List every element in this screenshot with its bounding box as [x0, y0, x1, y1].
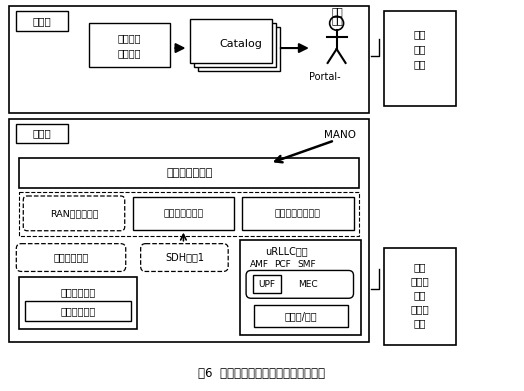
Bar — [384, 11, 456, 106]
Text: MEC: MEC — [298, 280, 318, 289]
Bar — [9, 118, 369, 342]
Text: 用户: 用户 — [332, 15, 343, 25]
FancyBboxPatch shape — [23, 196, 125, 231]
Text: 跨域切片管理器: 跨域切片管理器 — [166, 168, 213, 178]
Bar — [199, 27, 280, 71]
Bar — [242, 197, 354, 230]
Bar — [254, 305, 347, 327]
Text: 切片: 切片 — [414, 29, 427, 39]
Text: 配电主/子站: 配电主/子站 — [285, 311, 317, 321]
Text: 设计态: 设计态 — [33, 16, 51, 26]
Text: 模板设计: 模板设计 — [118, 48, 141, 58]
Bar — [240, 240, 362, 335]
Text: 切片: 切片 — [414, 262, 427, 273]
Text: RAN切片管理器: RAN切片管理器 — [50, 209, 99, 218]
Bar — [384, 248, 456, 345]
Text: 编排、: 编排、 — [411, 276, 430, 286]
Bar — [16, 124, 68, 143]
Bar — [253, 275, 281, 293]
Text: 电力通信终端: 电力通信终端 — [60, 287, 95, 297]
Text: 图6  智能电网精准符合控制实现示意图: 图6 智能电网精准符合控制实现示意图 — [199, 367, 325, 380]
Text: 和选择: 和选择 — [411, 304, 430, 314]
Text: 接入: 接入 — [414, 290, 427, 300]
Text: 行业: 行业 — [332, 6, 343, 16]
FancyBboxPatch shape — [246, 271, 354, 298]
Bar — [19, 158, 359, 188]
Bar — [25, 301, 130, 321]
Text: Catalog: Catalog — [220, 39, 263, 49]
Bar — [19, 192, 359, 236]
Text: PCF: PCF — [275, 260, 291, 269]
Text: 架构: 架构 — [414, 59, 427, 69]
Text: UPF: UPF — [258, 280, 276, 289]
Bar — [133, 197, 234, 230]
Bar — [190, 19, 272, 63]
Text: Portal-: Portal- — [309, 72, 341, 82]
Text: 管理: 管理 — [414, 44, 427, 54]
Text: 核心网切片管理器: 核心网切片管理器 — [275, 209, 321, 218]
FancyBboxPatch shape — [140, 244, 228, 271]
Text: 运行态: 运行态 — [33, 129, 51, 138]
Text: MANO: MANO — [324, 131, 356, 140]
Bar — [9, 6, 369, 113]
Bar — [89, 23, 170, 67]
Text: AMF: AMF — [249, 260, 268, 269]
Text: 传输切片管理器: 传输切片管理器 — [163, 209, 203, 218]
Text: SMF: SMF — [298, 260, 316, 269]
Bar — [194, 23, 276, 67]
Text: 切片业务: 切片业务 — [118, 33, 141, 43]
Bar — [19, 277, 137, 329]
FancyBboxPatch shape — [16, 244, 126, 271]
Text: uRLLC切片: uRLLC切片 — [265, 247, 308, 256]
Text: 精准负荷控制: 精准负荷控制 — [60, 306, 95, 316]
Text: 架构: 架构 — [414, 318, 427, 328]
Bar — [16, 11, 68, 31]
Text: SDH板卡1: SDH板卡1 — [165, 253, 204, 262]
Text: 精准负荷切片: 精准负荷切片 — [53, 253, 89, 262]
